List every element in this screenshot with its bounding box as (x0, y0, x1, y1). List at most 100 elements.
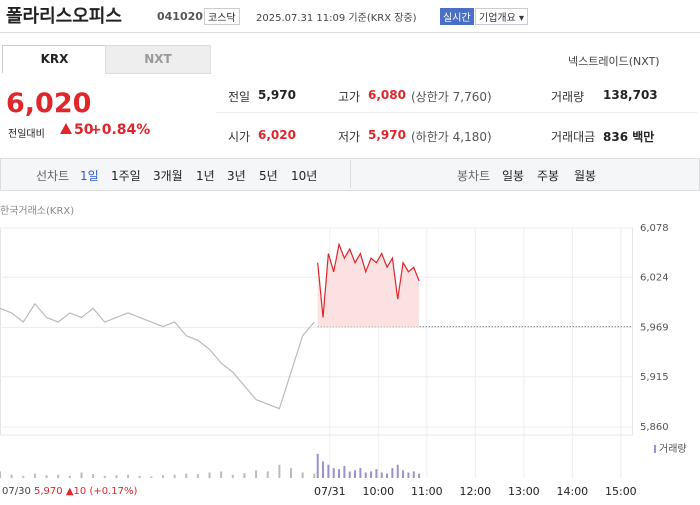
volume-bar (208, 472, 211, 478)
stat-label: 저가 (338, 130, 361, 144)
change-rate: +0.84% (90, 122, 151, 138)
stat-value: 5,970 (368, 128, 406, 142)
price-line (317, 242, 420, 318)
volume-bar (391, 468, 394, 478)
legend-date: 07/30 (2, 486, 31, 497)
volume-bar (380, 472, 383, 478)
stat-value: 5,970 (258, 88, 296, 102)
volume-bar (22, 475, 25, 478)
volume-bar (364, 472, 367, 478)
realtime-badge[interactable]: 실시간 (440, 8, 474, 25)
stat-note: (하한가 4,180) (411, 130, 492, 144)
candle-option[interactable]: 월봉 (574, 169, 597, 183)
volume-bar (231, 474, 234, 478)
period-option[interactable]: 10년 (291, 169, 318, 183)
stat-value: 138,703 (603, 88, 658, 102)
volume-bar (370, 471, 373, 478)
divider (0, 32, 700, 33)
y-tick-label: 5,915 (640, 372, 669, 383)
area (317, 244, 420, 327)
candle-option[interactable]: 일봉 (502, 169, 525, 183)
volume-bar (255, 470, 258, 478)
legend: 07/30 5,970 ▲10 (+0.17%) (2, 486, 137, 497)
legend-change: ▲10 (+0.17%) (65, 486, 138, 497)
volume-bar (338, 469, 341, 478)
volume-bar (243, 473, 246, 478)
volume-bar (266, 471, 269, 478)
market: 코스닥 (204, 8, 240, 25)
volume-bar (45, 475, 48, 478)
volume-bar (402, 470, 405, 478)
x-tick-label: 11:00 (411, 485, 443, 498)
volume-bar (316, 453, 319, 478)
volume-bar (115, 475, 118, 478)
volume-bar (354, 470, 357, 478)
candle-label: 봉차트 (457, 169, 491, 183)
change-label: 전일대비 (8, 129, 45, 140)
volume-bar (301, 472, 304, 478)
volume-bar (332, 468, 335, 478)
y-tick-label: 6,078 (640, 223, 669, 234)
change-value: 50 (74, 122, 94, 138)
volume-bar (80, 472, 83, 478)
volume-bar (412, 471, 415, 478)
volume-bar (57, 474, 60, 478)
period-divider (350, 160, 351, 188)
company-label: 기업개요 (479, 13, 516, 24)
volume-bar (127, 474, 130, 478)
legend-close: 5,970 (34, 486, 63, 497)
volume-bar (220, 471, 223, 478)
stat-note: (상한가 7,760) (411, 90, 492, 104)
volume-bar (386, 473, 389, 478)
volume-bar (173, 474, 176, 478)
y-tick-label: 5,860 (640, 422, 669, 433)
x-tick-label: 07/31 (314, 485, 346, 498)
volume-bar (150, 476, 153, 478)
volume-bar (92, 474, 95, 478)
volume-bar (359, 468, 362, 478)
stat-value: 6,020 (258, 128, 296, 142)
volume-bar (185, 473, 188, 478)
stock-name: 폴라리스오피스 (6, 6, 122, 27)
period-option[interactable]: 3년 (227, 169, 246, 183)
period-option[interactable]: 1년 (196, 169, 215, 183)
stat-label: 시가 (228, 130, 251, 144)
period-option[interactable]: 3개월 (153, 169, 183, 183)
volume-bar (327, 464, 330, 478)
volume-bar (407, 472, 410, 478)
period-option[interactable]: 1일 (80, 169, 99, 183)
plot-frame (0, 227, 633, 436)
volume-bar (418, 473, 421, 478)
x-tick-label: 13:00 (508, 485, 540, 498)
volume-bar (138, 475, 141, 478)
volume-bar (68, 475, 71, 478)
volume-legend-swatch (654, 445, 656, 453)
y-tick-label: 5,969 (640, 323, 669, 334)
volume-bar (33, 473, 36, 478)
time: 2025.07.31 11:09 기준(KRX 장중) (256, 13, 417, 24)
company-button[interactable]: 기업개요 ▾ (475, 8, 529, 25)
stat-value: 6,080 (368, 88, 406, 102)
legend-change-value: 10 (73, 486, 87, 497)
volume-bar (103, 475, 106, 478)
candle-option[interactable]: 주봉 (537, 169, 560, 183)
volume-bar (278, 464, 281, 478)
x-tick-label: 14:00 (556, 485, 588, 498)
volume-bar (375, 469, 378, 478)
current-price: 6,020 (6, 88, 92, 119)
stat-label: 거래대금 (551, 130, 596, 144)
volume-bar (290, 468, 293, 478)
period-option[interactable]: 5년 (259, 169, 278, 183)
tab[interactable]: NXT (105, 45, 211, 74)
nxt-link[interactable]: 넥스트레이드(NXT) (568, 55, 660, 68)
period-option[interactable]: 1주일 (111, 169, 141, 183)
volume-legend: 거래량 (659, 443, 687, 455)
period-label: 선차트 (36, 169, 70, 183)
price-line (0, 302, 315, 410)
volume-bar (161, 475, 164, 478)
legend-rate: (+0.17%) (89, 486, 138, 497)
stock-code: 041020 (157, 10, 203, 23)
x-tick-label: 15:00 (605, 485, 637, 498)
